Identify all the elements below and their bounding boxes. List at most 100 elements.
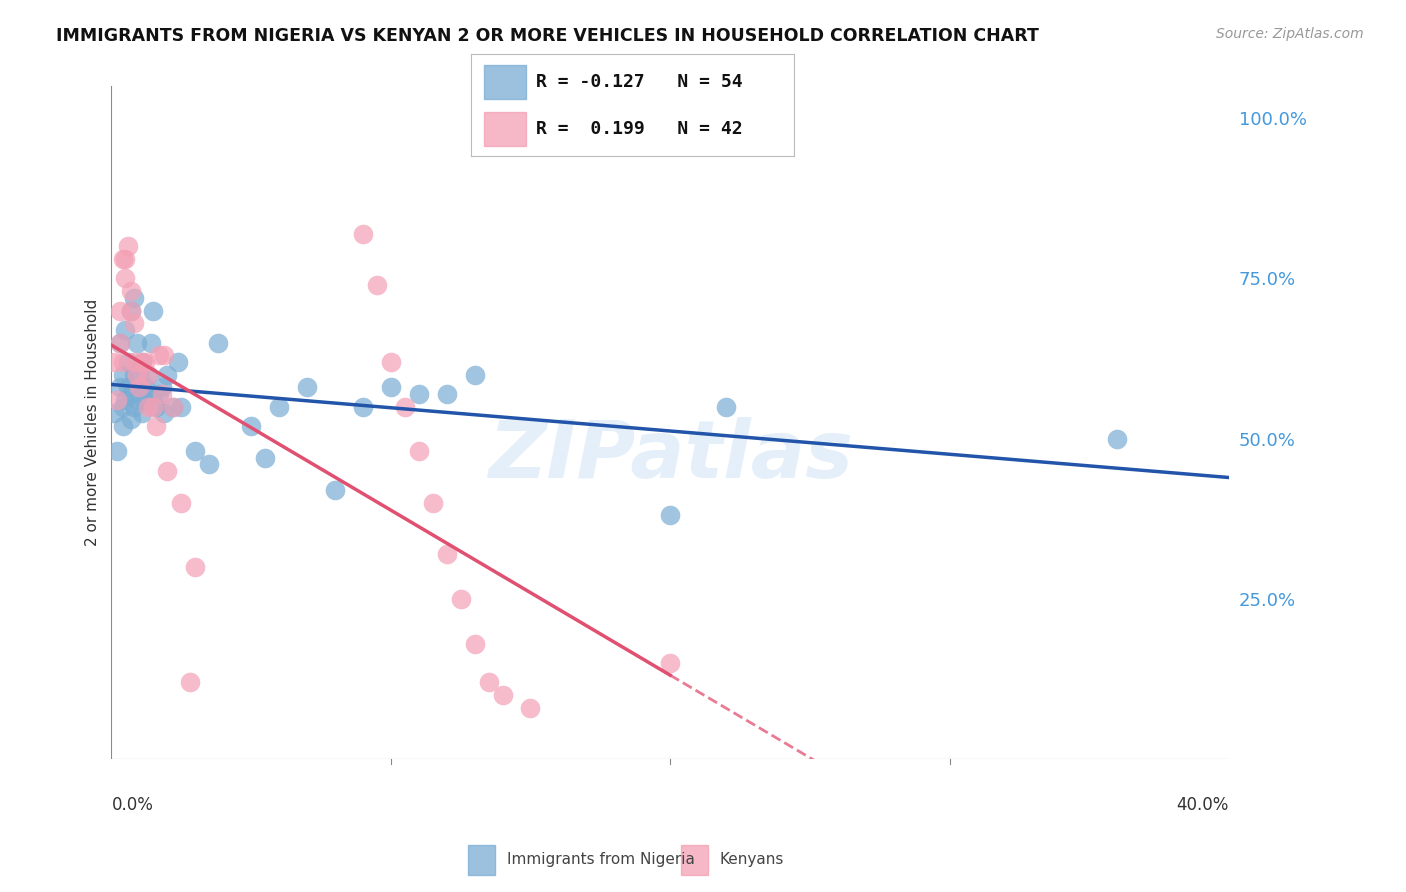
Point <box>128 380 150 394</box>
Text: Source: ZipAtlas.com: Source: ZipAtlas.com <box>1216 27 1364 41</box>
Y-axis label: 2 or more Vehicles in Household: 2 or more Vehicles in Household <box>86 299 100 546</box>
Point <box>108 335 131 350</box>
Point <box>464 636 486 650</box>
Point <box>142 393 165 408</box>
Point <box>136 386 159 401</box>
Point <box>659 508 682 523</box>
Point <box>150 386 173 401</box>
Bar <box>484 65 526 99</box>
Point <box>156 368 179 382</box>
Point <box>142 303 165 318</box>
Point <box>108 335 131 350</box>
Point <box>117 355 139 369</box>
Point <box>659 656 682 670</box>
Text: R =  0.199   N = 42: R = 0.199 N = 42 <box>536 120 742 138</box>
Text: 40.0%: 40.0% <box>1177 796 1229 814</box>
Point <box>105 444 128 458</box>
Point <box>380 380 402 394</box>
Point <box>108 303 131 318</box>
Point <box>111 400 134 414</box>
Bar <box>484 112 526 145</box>
Point <box>131 355 153 369</box>
Point <box>254 450 277 465</box>
Point <box>150 380 173 394</box>
Point <box>408 444 430 458</box>
Point <box>491 688 513 702</box>
Point <box>108 380 131 394</box>
Point <box>436 547 458 561</box>
Text: Kenyans: Kenyans <box>720 853 785 867</box>
Point <box>267 400 290 414</box>
Point <box>125 393 148 408</box>
Point <box>111 252 134 267</box>
Point <box>436 386 458 401</box>
Point <box>142 400 165 414</box>
Text: R = -0.127   N = 54: R = -0.127 N = 54 <box>536 73 742 91</box>
Point <box>1107 432 1129 446</box>
Point <box>464 368 486 382</box>
Point <box>162 400 184 414</box>
Point <box>134 380 156 394</box>
Point <box>114 393 136 408</box>
Bar <box>681 845 709 875</box>
Point <box>162 400 184 414</box>
Point <box>450 591 472 606</box>
Point <box>120 303 142 318</box>
Point <box>156 464 179 478</box>
Point <box>131 406 153 420</box>
Point <box>120 386 142 401</box>
Point <box>352 400 374 414</box>
Point <box>114 271 136 285</box>
Point <box>408 386 430 401</box>
Point <box>170 495 193 509</box>
Text: Immigrants from Nigeria: Immigrants from Nigeria <box>508 853 695 867</box>
Bar <box>468 845 495 875</box>
Point <box>198 457 221 471</box>
Point <box>120 412 142 426</box>
Point <box>136 368 159 382</box>
Point <box>125 335 148 350</box>
Point <box>128 380 150 394</box>
Point <box>111 368 134 382</box>
Point <box>153 348 176 362</box>
Point <box>422 495 444 509</box>
Point <box>714 400 737 414</box>
Point <box>380 355 402 369</box>
Point <box>111 355 134 369</box>
Point <box>136 400 159 414</box>
Point <box>207 335 229 350</box>
Point <box>519 700 541 714</box>
Point <box>134 355 156 369</box>
Point <box>167 355 190 369</box>
Point <box>122 291 145 305</box>
Point <box>105 393 128 408</box>
Point <box>125 368 148 382</box>
Text: ZIPatlas: ZIPatlas <box>488 417 852 495</box>
Point <box>103 355 125 369</box>
Point <box>122 355 145 369</box>
Point <box>145 418 167 433</box>
Point <box>117 239 139 253</box>
Point <box>184 559 207 574</box>
Point <box>366 277 388 292</box>
Point <box>128 368 150 382</box>
Point <box>477 675 499 690</box>
Point <box>122 400 145 414</box>
Point <box>134 393 156 408</box>
Point <box>114 252 136 267</box>
Text: 0.0%: 0.0% <box>111 796 153 814</box>
Point <box>103 406 125 420</box>
Point <box>111 418 134 433</box>
Point <box>184 444 207 458</box>
Point <box>117 380 139 394</box>
Point <box>153 406 176 420</box>
Point <box>122 368 145 382</box>
Point <box>120 303 142 318</box>
Point <box>136 368 159 382</box>
Point <box>352 227 374 241</box>
Point <box>139 335 162 350</box>
Point <box>148 386 170 401</box>
Point <box>170 400 193 414</box>
Point <box>131 355 153 369</box>
Point <box>120 285 142 299</box>
